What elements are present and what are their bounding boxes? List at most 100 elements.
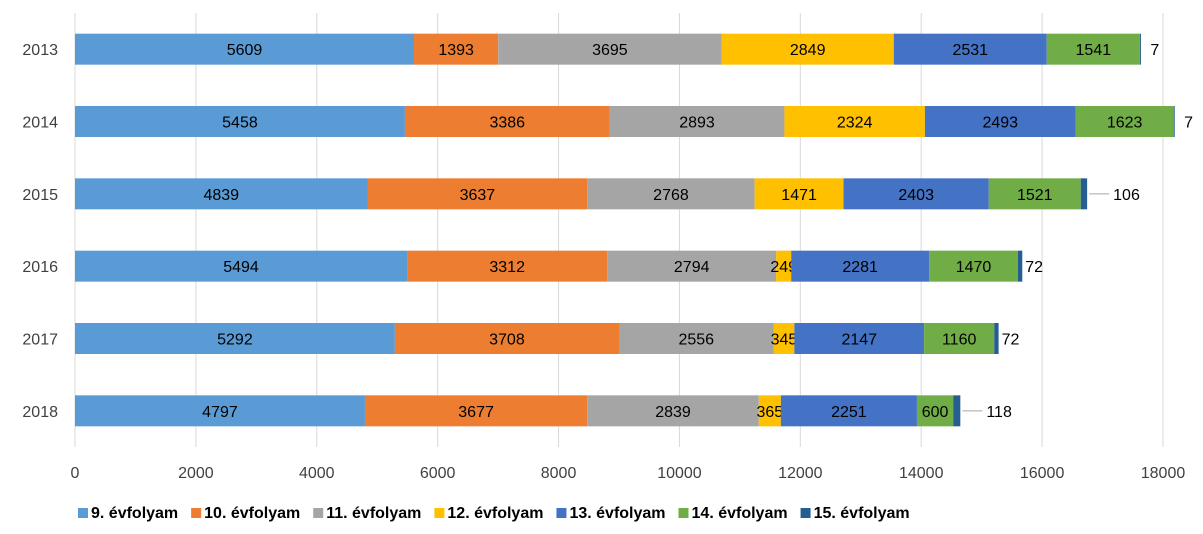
data-label: 4797 — [202, 404, 238, 421]
legend-label: 10. évfolyam — [204, 505, 300, 522]
data-label: 1471 — [781, 187, 817, 204]
category-label: 2014 — [22, 115, 58, 132]
bar-segment — [1046, 33, 1140, 65]
data-label: 1393 — [438, 42, 474, 59]
data-label: 2493 — [982, 115, 1018, 132]
data-label: 1470 — [956, 259, 992, 276]
bar-segment — [364, 395, 588, 427]
data-label: 2281 — [842, 259, 878, 276]
data-label: 2147 — [841, 332, 877, 349]
data-label: 3312 — [489, 259, 525, 276]
bar-segment — [414, 33, 499, 65]
bar-segment — [1075, 106, 1174, 137]
category-label: 2015 — [22, 187, 58, 204]
bar-segment — [953, 395, 961, 427]
data-label: 2893 — [679, 115, 715, 132]
bar-segment — [587, 395, 759, 427]
legend-label: 13. évfolyam — [569, 505, 665, 522]
legend-swatch — [78, 508, 88, 518]
bar-segment — [721, 33, 894, 65]
category-label: 2017 — [22, 332, 58, 349]
data-label: 2768 — [653, 187, 689, 204]
data-label: 3708 — [489, 332, 525, 349]
bar-segment — [916, 395, 954, 427]
x-tick-label: 2000 — [178, 465, 214, 482]
data-label: 2251 — [831, 404, 867, 421]
bar-segment — [404, 106, 610, 137]
legend-label: 9. évfolyam — [91, 505, 178, 522]
data-label: 345 — [771, 332, 798, 349]
data-label: 2794 — [674, 259, 710, 276]
x-tick-label: 18000 — [1141, 465, 1186, 482]
category-label: 2018 — [22, 404, 58, 421]
data-label: 2403 — [898, 187, 934, 204]
category-label: 2013 — [22, 42, 58, 59]
bar-segment — [619, 323, 774, 354]
legend-label: 12. évfolyam — [447, 505, 543, 522]
bar-segment — [988, 178, 1081, 210]
data-label: 2324 — [837, 115, 873, 132]
bar-segment — [1080, 178, 1088, 210]
x-tick-label: 16000 — [1020, 465, 1065, 482]
data-label: 72 — [1002, 332, 1020, 349]
bar-segment — [754, 178, 844, 210]
bar-segment — [609, 106, 785, 137]
bar-segment — [924, 323, 995, 354]
data-label: 7 — [1184, 115, 1193, 132]
legend-label: 14. évfolyam — [692, 505, 788, 522]
bar-segment — [994, 323, 999, 354]
legend-swatch — [678, 508, 689, 518]
data-label: 2839 — [655, 404, 691, 421]
data-label: 3695 — [592, 42, 628, 59]
bar-segment — [1173, 106, 1175, 137]
legend-swatch — [556, 508, 567, 518]
bar-segment — [784, 106, 925, 137]
bar-segment — [773, 323, 795, 354]
bar-segment — [75, 250, 408, 282]
data-label: 118 — [986, 404, 1012, 421]
legend-swatch — [434, 508, 445, 518]
data-label: 2531 — [952, 42, 988, 59]
x-tick-label: 0 — [71, 465, 80, 482]
x-tick-label: 12000 — [778, 465, 823, 482]
bar-segment — [75, 33, 415, 65]
legend-swatch — [191, 508, 202, 518]
category-label: 2016 — [22, 259, 58, 276]
bar-segment — [924, 106, 1076, 137]
legend-label: 11. évfolyam — [326, 505, 421, 522]
data-label: 4839 — [203, 187, 239, 204]
data-label: 3386 — [489, 115, 525, 132]
bar-segment — [75, 323, 395, 354]
bar-segment — [843, 178, 989, 210]
bar-segment — [75, 106, 405, 137]
x-tick-label: 14000 — [899, 465, 944, 482]
bar-segment — [607, 250, 777, 282]
data-label: 2849 — [790, 42, 826, 59]
bar-segment — [794, 323, 925, 354]
bar-segment — [498, 33, 722, 65]
bar-segment — [367, 178, 588, 210]
data-label: 3637 — [460, 187, 496, 204]
data-label: 5292 — [217, 332, 253, 349]
bar-segment — [791, 250, 930, 282]
data-label: 5458 — [222, 115, 258, 132]
data-label: 1623 — [1107, 115, 1143, 132]
bar-segment — [929, 250, 1018, 282]
data-label: 600 — [922, 404, 949, 421]
bar-segment — [758, 395, 781, 427]
x-tick-label: 10000 — [657, 465, 702, 482]
x-tick-label: 8000 — [541, 465, 577, 482]
legend-label: 15. évfolyam — [814, 505, 910, 522]
data-label: 249 — [770, 259, 797, 276]
legend-swatch — [313, 508, 324, 518]
bar-segment — [587, 178, 755, 210]
bar-segment — [1017, 250, 1023, 282]
data-label: 3677 — [458, 404, 494, 421]
bar-segment — [394, 323, 619, 354]
data-label: 2556 — [678, 332, 714, 349]
data-label: 106 — [1113, 187, 1140, 204]
bar-segment — [1139, 33, 1141, 65]
data-label: 1541 — [1076, 42, 1112, 59]
bar-segment — [75, 178, 368, 210]
